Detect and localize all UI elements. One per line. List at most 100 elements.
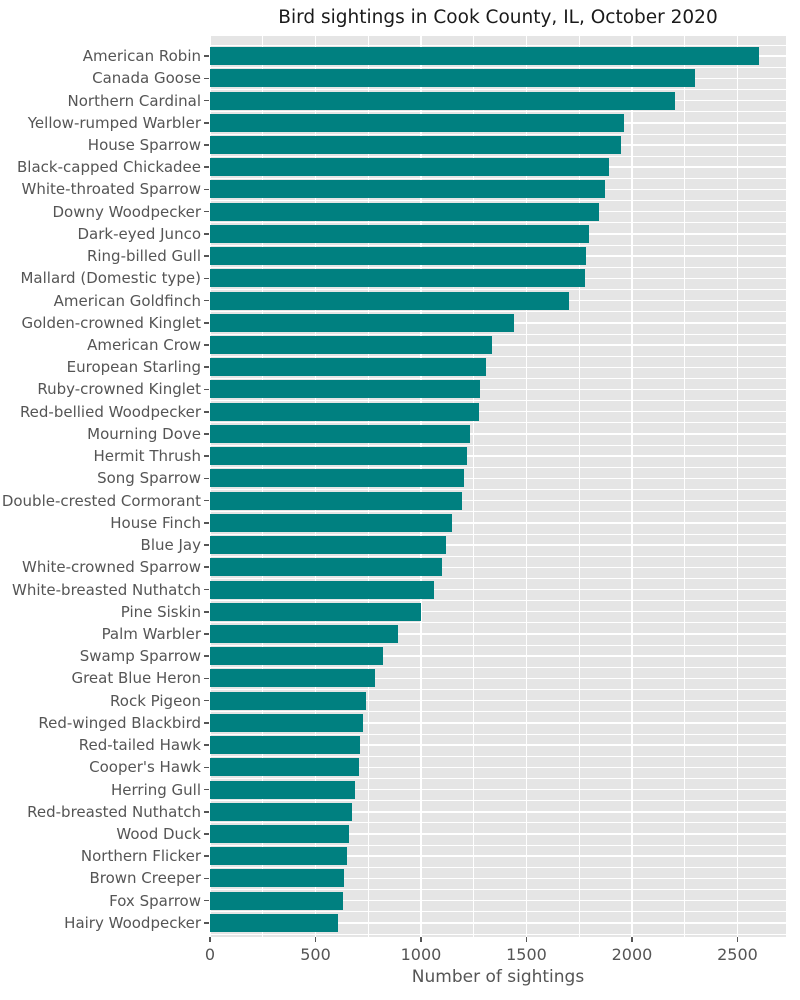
hgridline-minor — [210, 444, 786, 446]
hgridline-major — [210, 344, 786, 346]
y-tick-label: Red-bellied Woodpecker — [19, 402, 201, 421]
hgridline-minor — [210, 600, 786, 602]
y-tick-label: Ruby-crowned Kinglet — [37, 380, 201, 399]
y-tick-mark — [204, 855, 209, 857]
y-tick-mark — [204, 499, 209, 502]
hgridline-minor — [210, 822, 786, 824]
hgridline-minor — [210, 866, 786, 868]
y-tick-label: Mallard (Domestic type) — [20, 269, 201, 288]
x-tick-label: 2500 — [717, 945, 758, 964]
hgridline-major — [210, 433, 786, 435]
y-tick-mark — [204, 699, 209, 702]
hgridline-major — [210, 522, 786, 524]
bar — [210, 402, 479, 421]
hgridline-major — [210, 722, 786, 724]
bar — [210, 202, 600, 221]
hgridline-minor — [210, 89, 786, 90]
y-tick-label: Northern Cardinal — [67, 91, 201, 110]
bar — [210, 736, 360, 755]
y-tick-mark — [204, 922, 209, 924]
y-tick-label: Fox Sparrow — [109, 891, 201, 910]
x-tick-mark — [420, 937, 422, 942]
vgridline-minor — [473, 36, 475, 937]
hgridline-major — [210, 633, 786, 635]
y-tick-mark — [204, 299, 209, 302]
y-tick-label: Northern Flicker — [80, 847, 201, 866]
bar — [210, 69, 696, 88]
hgridline-minor — [210, 200, 786, 201]
hgridline-minor — [210, 111, 786, 113]
hgridline-major — [210, 766, 786, 769]
y-tick-label: Brown Creeper — [89, 869, 201, 888]
hgridline-minor — [210, 244, 786, 246]
y-tick-mark — [204, 744, 209, 746]
bar — [210, 469, 465, 488]
hgridline-minor — [210, 800, 786, 802]
bar — [210, 380, 481, 399]
y-tick-mark — [204, 366, 209, 369]
hgridline-major — [210, 855, 786, 857]
y-tick-mark — [204, 166, 209, 169]
hgridline-major — [210, 899, 786, 902]
y-tick-mark — [204, 188, 209, 191]
hgridline-major — [210, 566, 786, 569]
hgridline-major — [210, 499, 786, 502]
hgridline-minor — [210, 266, 786, 268]
bar — [210, 247, 586, 266]
y-tick-mark — [204, 655, 209, 657]
hgridline-minor — [210, 622, 786, 624]
vgridline-major — [525, 36, 528, 937]
bar — [210, 158, 609, 177]
hgridline-major — [210, 699, 786, 702]
bar — [210, 691, 367, 710]
hgridline-major — [210, 410, 786, 413]
y-tick-mark — [204, 833, 209, 835]
y-tick-label: White-throated Sparrow — [21, 180, 201, 199]
y-tick-mark — [204, 722, 209, 724]
bar — [210, 491, 463, 510]
hgridline-minor — [210, 689, 786, 690]
y-tick-label: Blue Jay — [140, 536, 201, 555]
hgridline-minor — [210, 755, 786, 757]
hgridline-major — [210, 811, 786, 813]
bar — [210, 291, 569, 310]
y-tick-mark — [204, 388, 209, 391]
y-tick-label: Cooper's Hawk — [89, 758, 201, 777]
y-tick-mark — [204, 144, 209, 146]
y-tick-label: Pine Siskin — [120, 602, 201, 621]
bar — [210, 447, 468, 466]
bar — [210, 313, 514, 332]
bar — [210, 536, 447, 555]
hgridline-major — [210, 388, 786, 391]
y-tick-mark — [204, 433, 209, 435]
y-tick-label: Hermit Thrush — [93, 447, 201, 466]
bar — [210, 847, 348, 866]
hgridline-minor — [210, 422, 786, 424]
y-tick-label: American Crow — [87, 336, 201, 355]
vgridline-major — [631, 36, 633, 937]
hgridline-major — [210, 477, 786, 480]
hgridline-major — [210, 588, 786, 591]
y-tick-mark — [204, 588, 209, 591]
bar — [210, 558, 443, 577]
y-tick-label: Red-breasted Nuthatch — [27, 802, 201, 821]
bar — [210, 47, 759, 66]
y-tick-mark — [204, 77, 209, 80]
y-tick-mark — [204, 566, 209, 569]
hgridline-major — [210, 788, 786, 791]
y-tick-mark — [204, 255, 209, 257]
x-tick-mark — [631, 937, 633, 942]
hgridline-minor — [210, 889, 786, 890]
bar — [210, 269, 585, 288]
hgridline-minor — [210, 311, 786, 313]
y-tick-label: Canada Goose — [92, 69, 201, 88]
hgridline-minor — [210, 66, 786, 68]
hgridline-minor — [210, 289, 786, 290]
bar — [210, 424, 470, 443]
hgridline-minor — [210, 711, 786, 713]
hgridline-minor — [210, 533, 786, 535]
y-tick-mark — [204, 121, 209, 124]
y-tick-label: House Finch — [110, 513, 201, 532]
y-tick-mark — [204, 788, 209, 791]
y-tick-mark — [204, 633, 209, 635]
